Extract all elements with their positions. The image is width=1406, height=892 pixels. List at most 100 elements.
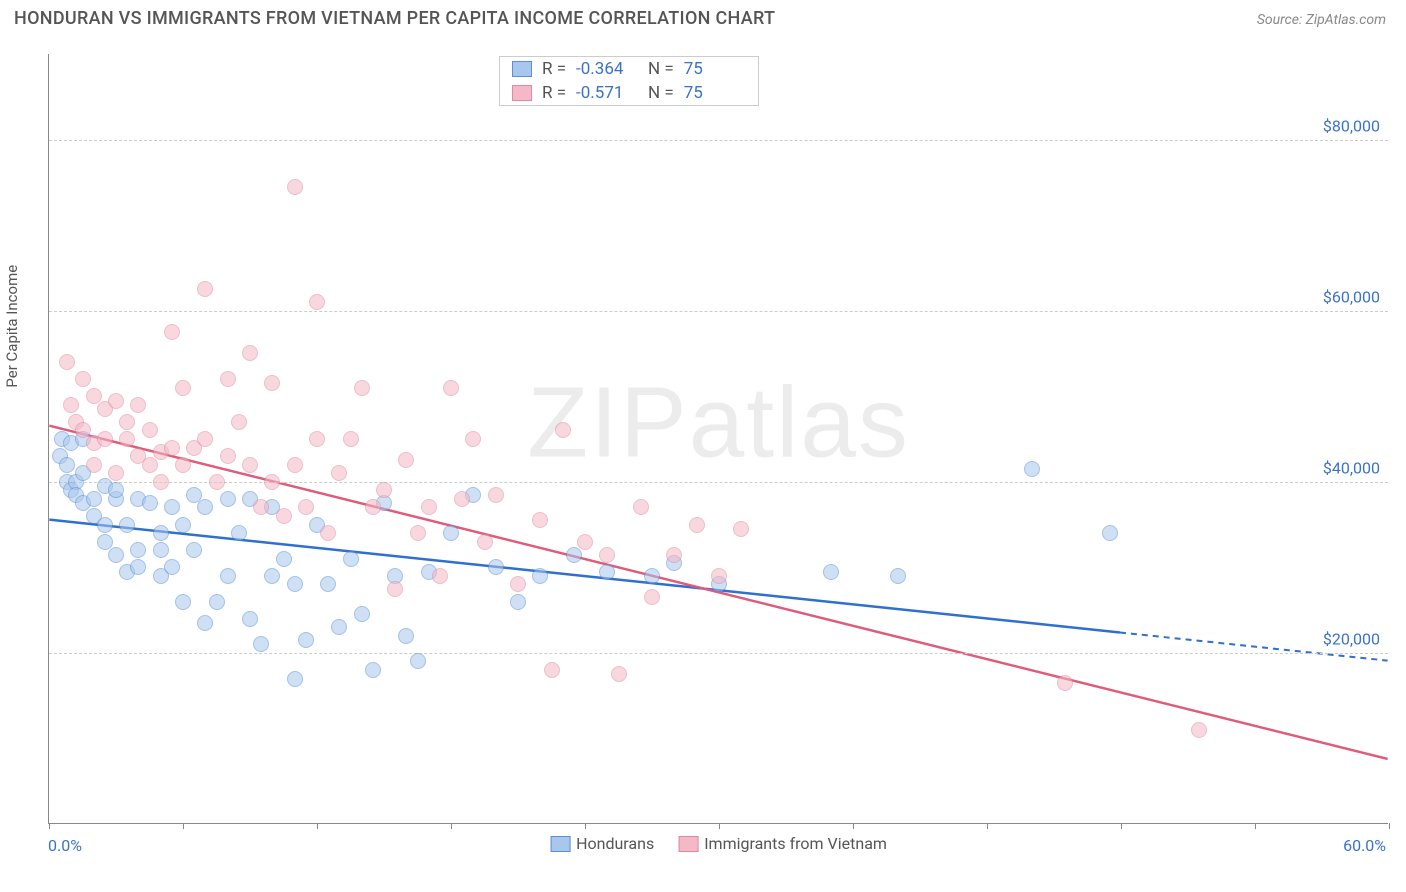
data-point xyxy=(209,474,225,490)
x-tick xyxy=(49,823,50,829)
data-point xyxy=(242,457,258,473)
data-point xyxy=(320,525,336,541)
chart-title: HONDURAN VS IMMIGRANTS FROM VIETNAM PER … xyxy=(14,8,775,29)
x-axis-min-label: 0.0% xyxy=(48,836,82,855)
legend-label: Immigrants from Vietnam xyxy=(704,834,887,853)
data-point xyxy=(398,628,414,644)
data-point xyxy=(343,431,359,447)
x-tick xyxy=(183,823,184,829)
x-tick xyxy=(317,823,318,829)
data-point xyxy=(488,559,504,575)
data-point xyxy=(59,457,75,473)
data-point xyxy=(566,547,582,563)
y-tick-label: $80,000 xyxy=(1323,116,1380,135)
data-point xyxy=(153,474,169,490)
data-point xyxy=(276,551,292,567)
data-point xyxy=(197,281,213,297)
legend-item-vietnam: Immigrants from Vietnam xyxy=(678,834,887,853)
correlation-legend: R = -0.364 N = 75 R = -0.571 N = 75 xyxy=(499,56,759,106)
data-point xyxy=(532,568,548,584)
data-point xyxy=(354,606,370,622)
gridline xyxy=(49,140,1388,141)
data-point xyxy=(644,568,660,584)
data-point xyxy=(477,534,493,550)
x-tick xyxy=(1121,823,1122,829)
data-point xyxy=(108,465,124,481)
data-point xyxy=(365,499,381,515)
data-point xyxy=(599,547,615,563)
data-point xyxy=(264,568,280,584)
data-point xyxy=(309,431,325,447)
data-point xyxy=(231,414,247,430)
data-point xyxy=(331,619,347,635)
data-point xyxy=(287,576,303,592)
data-point xyxy=(119,517,135,533)
data-point xyxy=(320,576,336,592)
data-point xyxy=(175,457,191,473)
data-point xyxy=(376,482,392,498)
data-point xyxy=(130,542,146,558)
data-point xyxy=(130,397,146,413)
gridline xyxy=(49,653,1388,654)
r-value: -0.364 xyxy=(576,59,638,79)
x-tick xyxy=(853,823,854,829)
data-point xyxy=(510,576,526,592)
data-point xyxy=(666,547,682,563)
regression-lines xyxy=(49,54,1388,823)
x-tick xyxy=(987,823,988,829)
data-point xyxy=(164,440,180,456)
data-point xyxy=(75,371,91,387)
data-point xyxy=(175,594,191,610)
data-point xyxy=(354,380,370,396)
r-label: R = xyxy=(542,83,566,103)
data-point xyxy=(186,542,202,558)
data-point xyxy=(220,491,236,507)
data-point xyxy=(465,431,481,447)
x-tick xyxy=(451,823,452,829)
scatter-chart: ZIPatlas R = -0.364 N = 75 R = -0.571 N … xyxy=(48,54,1388,824)
data-point xyxy=(197,431,213,447)
data-point xyxy=(264,375,280,391)
data-point xyxy=(331,465,347,481)
data-point xyxy=(1102,525,1118,541)
data-point xyxy=(164,324,180,340)
data-point xyxy=(86,491,102,507)
data-point xyxy=(1024,461,1040,477)
data-point xyxy=(209,594,225,610)
data-point xyxy=(1191,722,1207,738)
n-value: 75 xyxy=(684,83,746,103)
swatch-icon xyxy=(512,85,532,101)
data-point xyxy=(197,615,213,631)
data-point xyxy=(97,517,113,533)
data-point xyxy=(577,534,593,550)
data-point xyxy=(823,564,839,580)
data-point xyxy=(544,662,560,678)
data-point xyxy=(264,474,280,490)
data-point xyxy=(410,525,426,541)
data-point xyxy=(287,671,303,687)
data-point xyxy=(532,512,548,528)
data-point xyxy=(97,431,113,447)
gridline xyxy=(49,311,1388,312)
swatch-icon xyxy=(512,61,532,77)
source-label: Source: ZipAtlas.com xyxy=(1257,12,1386,28)
data-point xyxy=(164,499,180,515)
data-point xyxy=(130,559,146,575)
data-point xyxy=(142,495,158,511)
data-point xyxy=(443,525,459,541)
data-point xyxy=(197,499,213,515)
data-point xyxy=(287,457,303,473)
data-point xyxy=(220,448,236,464)
y-tick-label: $40,000 xyxy=(1323,458,1380,477)
legend-row-hondurans: R = -0.364 N = 75 xyxy=(500,57,758,81)
data-point xyxy=(108,393,124,409)
data-point xyxy=(309,294,325,310)
data-point xyxy=(86,457,102,473)
data-point xyxy=(175,517,191,533)
data-point xyxy=(410,653,426,669)
data-point xyxy=(432,568,448,584)
data-point xyxy=(153,525,169,541)
x-tick xyxy=(1255,823,1256,829)
legend-label: Hondurans xyxy=(576,834,654,853)
data-point xyxy=(298,632,314,648)
